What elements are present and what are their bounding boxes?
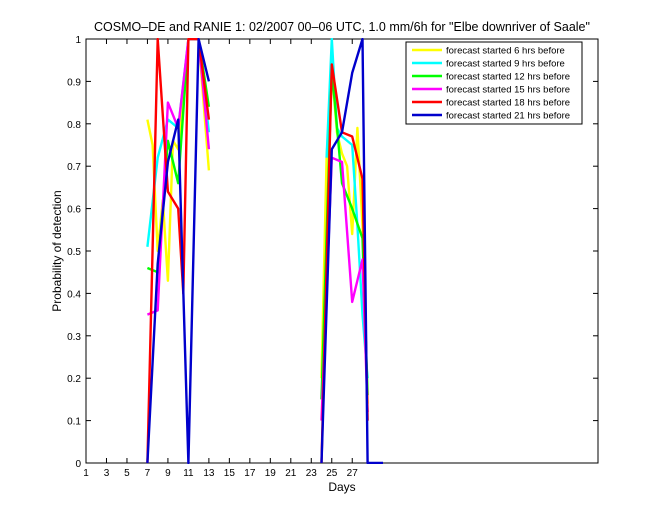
x-tick-label: 9 [165, 468, 171, 479]
x-tick-label: 19 [265, 468, 277, 479]
y-tick-label: 0.8 [67, 120, 81, 131]
y-tick-label: 0.1 [67, 417, 81, 428]
series-lines [146, 38, 383, 464]
series-line-5 [146, 38, 211, 464]
y-tick-label: 0.6 [67, 205, 81, 216]
legend-entry: forecast started 12 hrs before [446, 72, 570, 83]
y-tick-label: 0 [75, 459, 81, 470]
legend-entry: forecast started 18 hrs before [446, 98, 570, 109]
x-tick-label: 15 [224, 468, 236, 479]
series-line-5-part-2 [320, 63, 369, 464]
legend-entry: forecast started 15 hrs before [446, 85, 570, 96]
x-tick-label: 3 [104, 468, 110, 479]
y-tick-label: 0.7 [67, 162, 81, 173]
x-tick-label: 23 [306, 468, 318, 479]
legend-box [405, 41, 583, 125]
x-tick-label: 1 [83, 468, 89, 479]
plot-area: 1 3 5 7 9 11 13 15 17 19 21 23 25 2700.10.20.30.40.50… [67, 35, 599, 479]
x-tick-label: 17 [244, 468, 256, 479]
x-tick-label: 7 [145, 468, 151, 479]
y-axis-label: Probability of detection [50, 190, 64, 311]
legend-entry: forecast started 21 hrs before [446, 111, 570, 122]
y-tick-label: 1 [75, 35, 81, 46]
y-tick-label: 0.5 [67, 247, 81, 258]
y-tick-label: 0.9 [67, 77, 81, 88]
x-tick-label: 5 [124, 468, 130, 479]
x-tick-label: 27 [347, 468, 359, 479]
y-tick-label: 0.3 [67, 332, 81, 343]
series-line-6 [146, 38, 211, 464]
x-tick-label: 25 [326, 468, 338, 479]
series-line-6-part-2 [320, 38, 383, 464]
legend-entry: forecast started 6 hrs before [446, 46, 565, 57]
chart-title: COSMO–DE and RANIE 1: 02/2007 00–06 UTC,… [94, 20, 590, 34]
x-tick-label: 11 [183, 468, 194, 479]
x-axis-label: Days [328, 480, 355, 494]
y-tick-label: 0.4 [67, 289, 81, 300]
legend: forecast started 6 hrs before forecast st… [405, 41, 583, 125]
legend-entry: forecast started 9 hrs before [446, 59, 565, 70]
y-tick-label: 0.2 [67, 374, 81, 385]
x-tick-label: 21 [285, 468, 297, 479]
x-tick-label: 13 [203, 468, 215, 479]
series-line-2-part-2 [325, 38, 369, 379]
